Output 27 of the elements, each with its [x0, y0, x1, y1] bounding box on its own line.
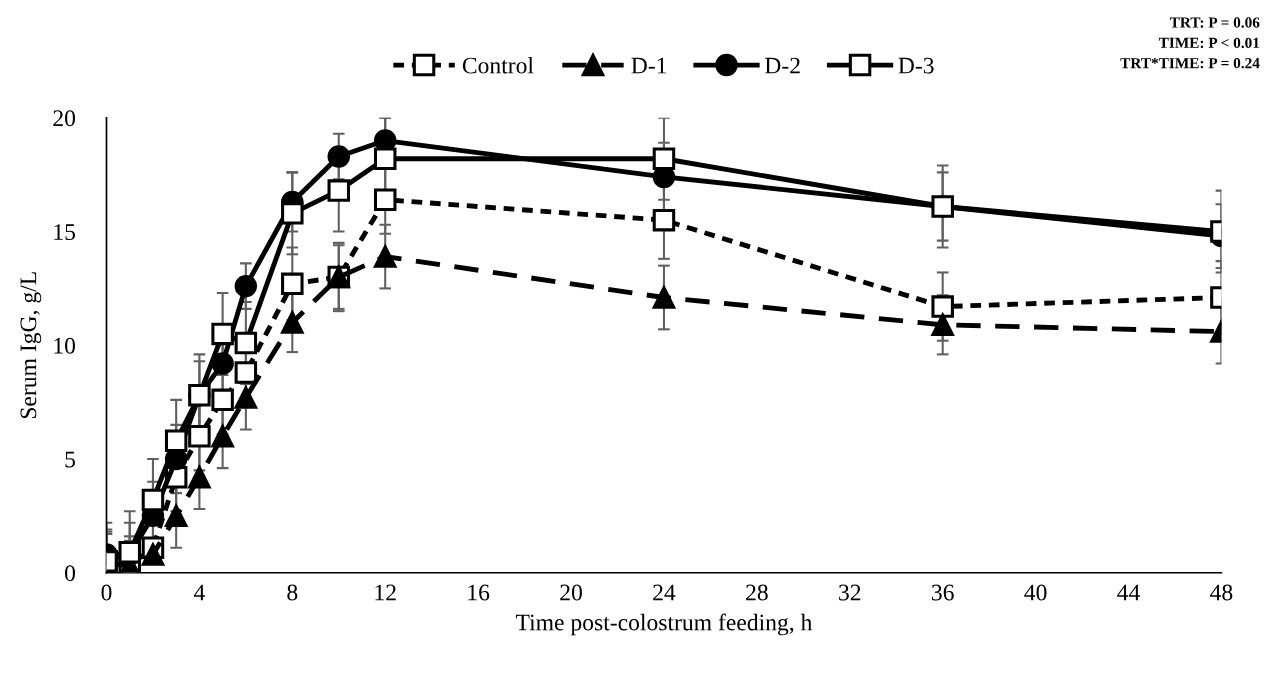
- x-tick-label: 12: [375, 584, 396, 601]
- legend-label: D-1: [631, 57, 667, 74]
- x-tick-label: 4: [193, 584, 205, 601]
- x-tick-label: 36: [932, 584, 954, 601]
- x-tick-label: 44: [1117, 584, 1140, 601]
- legend-label: Control: [462, 56, 534, 74]
- text: TRT*TIME: P = 0.24: [1120, 57, 1260, 69]
- y-tick-label: 5: [65, 451, 76, 468]
- x-tick-label: 20: [560, 584, 582, 601]
- x-tick-label: 48: [1210, 584, 1233, 601]
- text: TIME: P < 0.01: [1158, 37, 1260, 49]
- x-tick-label: 28: [746, 584, 768, 601]
- x-axis-title: Time post-colostrum feeding, h: [515, 613, 813, 636]
- y-axis-title: Serum IgG, g/L: [20, 272, 42, 419]
- x-tick-label: 16: [468, 584, 490, 601]
- x-tick-label: 32: [839, 584, 861, 601]
- legend-label: D-2: [764, 57, 800, 74]
- x-tick-label: 24: [653, 584, 676, 601]
- y-tick-label: 10: [54, 337, 76, 354]
- y-tick-label: 15: [54, 224, 76, 240]
- x-tick-label: 40: [1024, 584, 1047, 601]
- y-tick-label: 20: [53, 110, 76, 127]
- x-tick-label: 8: [287, 584, 298, 601]
- x-tick-label: 0: [101, 584, 112, 601]
- text: TRT: P = 0.06: [1169, 17, 1260, 28]
- y-tick-label: 0: [65, 565, 76, 582]
- legend-label: D-3: [898, 57, 934, 74]
